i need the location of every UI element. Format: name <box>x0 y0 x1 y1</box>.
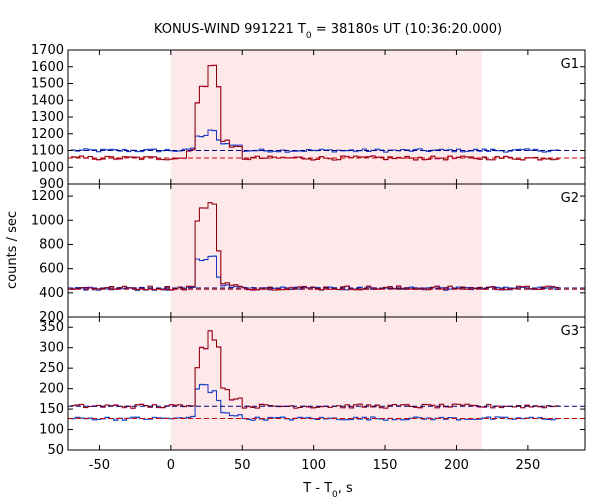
y-tick-label: 1700 <box>31 43 64 58</box>
x-tick-label: -50 <box>89 458 110 473</box>
y-tick-label: 200 <box>39 382 64 397</box>
x-tick-label: 100 <box>301 458 326 473</box>
y-tick-label: 1200 <box>31 189 64 204</box>
shaded-interval <box>170 184 483 317</box>
y-tick-label: 200 <box>39 310 64 325</box>
y-tick-label: 900 <box>39 177 64 192</box>
chart-title-main: KONUS-WIND 991221 T <box>154 22 306 37</box>
y-tick-label: 1300 <box>31 110 64 125</box>
x-tick-label: 0 <box>167 458 175 473</box>
x-axis-label-rest: , s <box>338 481 353 496</box>
panel-frame <box>67 316 586 451</box>
x-axis-label-subscript: 0 <box>332 490 338 500</box>
y-tick-label: 100 <box>39 423 64 438</box>
y-tick-label: 800 <box>39 237 64 252</box>
panel-g2: 200 400 600 800 1000 1200 G2 <box>31 183 586 325</box>
y-tick-label: 150 <box>39 402 64 417</box>
panel-g3: 50 100 150 200 250 300 350 -50 0 50 100 150 200 250 G3 <box>39 316 586 473</box>
x-tick-label: 250 <box>515 458 540 473</box>
panel-label: G3 <box>561 324 579 339</box>
y-tick-label: 250 <box>39 361 64 376</box>
x-tick-label: 200 <box>444 458 469 473</box>
chart-title-subscript: 0 <box>306 31 312 41</box>
x-tick-label: 50 <box>234 458 251 473</box>
series-blue <box>70 129 560 153</box>
chart-title-rest: = 38180s UT (10:36:20.000) <box>312 22 502 37</box>
y-axis-label: counts / sec <box>5 211 20 289</box>
y-tick-label: 350 <box>39 320 64 335</box>
y-tick-label: 1600 <box>31 60 64 75</box>
y-tick-label: 1200 <box>31 127 64 142</box>
x-axis-label-main: T - T <box>302 481 332 496</box>
x-axis-label: T - T0, s <box>302 481 353 500</box>
y-tick-label: 50 <box>47 443 64 458</box>
shaded-interval <box>170 317 483 450</box>
y-tick-label: 1400 <box>31 93 64 108</box>
y-tick-label: 600 <box>39 262 64 277</box>
x-tick-label: 150 <box>373 458 398 473</box>
y-tick-label: 1100 <box>31 144 64 159</box>
y-tick-label: 1500 <box>31 77 64 92</box>
shaded-interval <box>170 50 483 184</box>
y-tick-label: 1000 <box>31 160 64 175</box>
chart-title: KONUS-WIND 991221 T0 = 38180s UT (10:36:… <box>154 22 502 41</box>
panel-label: G2 <box>561 191 579 206</box>
y-tick-label: 400 <box>39 286 64 301</box>
series-blue <box>70 383 560 421</box>
y-tick-label: 1000 <box>31 213 64 228</box>
panel-label: G1 <box>561 57 579 72</box>
y-tick-label: 300 <box>39 341 64 356</box>
plot-panels: 90010001100120013001400150016001700G1200… <box>31 43 586 473</box>
series-dark-red <box>70 64 560 161</box>
